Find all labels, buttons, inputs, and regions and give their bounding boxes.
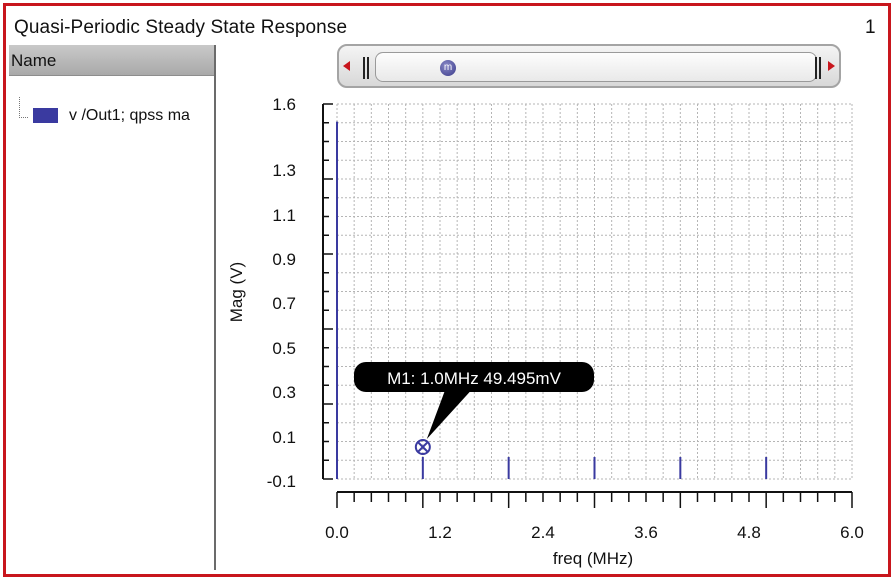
left-grip-handle-icon[interactable] [363,57,369,79]
y-tick-label: 0.9 [272,250,296,269]
x-tick-label: 1.2 [428,523,452,542]
x-tick-label: 6.0 [840,523,864,542]
plot-series [336,121,768,479]
plot-axes: 1.6 1.3 1.1 0.9 0.7 0.5 0.3 0.1 -0.1 0.0 1.2 2.4 3.6… [267,95,864,542]
scroll-left-arrow-icon[interactable] [343,61,350,71]
y-tick-label: 0.7 [272,294,296,313]
window-title: Quasi-Periodic Steady State Response [14,17,348,38]
marker-m1-cross [417,441,429,453]
marker-callout-pointer [426,385,476,439]
marker-callout-label: M1: 1.0MHz 49.495mV [387,369,562,388]
x-tick-label: 4.8 [737,523,761,542]
trace-item-label[interactable]: v /Out1; qpss ma [69,107,190,124]
tree-connector [19,97,28,118]
y-tick-label: 1.1 [272,206,296,225]
y-tick-label: -0.1 [267,472,296,491]
y-tick-label: 0.5 [272,339,296,358]
marker-layer[interactable]: M1: 1.0MHz 49.495mV [354,362,594,455]
y-tick-label: 0.3 [272,383,296,402]
y-tick-label: 1.6 [272,95,296,114]
y-tick-label: 0.1 [272,428,296,447]
trace-list-header[interactable]: Name [9,45,214,76]
marker-position-badge[interactable]: m [440,60,456,76]
trace-color-swatch [33,108,58,123]
zoom-scrollbar[interactable]: m [337,44,841,88]
x-tick-label: 3.6 [634,523,658,542]
x-axis-title: freq (MHz) [553,549,633,568]
x-tick-label: 0.0 [325,523,349,542]
y-axis-title: Mag (V) [227,262,246,322]
marker-callout-box[interactable] [354,362,594,392]
y-tick-label: 1.3 [272,161,296,180]
plot-grid [336,103,853,480]
trace-list-header-label: Name [11,51,57,70]
marker-m1-circle[interactable] [414,439,431,455]
right-grip-handle-icon[interactable] [815,57,821,79]
scroll-right-arrow-icon[interactable] [828,61,835,71]
x-tick-label: 2.4 [531,523,555,542]
trace-list-panel: Name v /Out1; qpss ma [9,45,216,570]
subwindow-number: 1 [865,17,876,38]
